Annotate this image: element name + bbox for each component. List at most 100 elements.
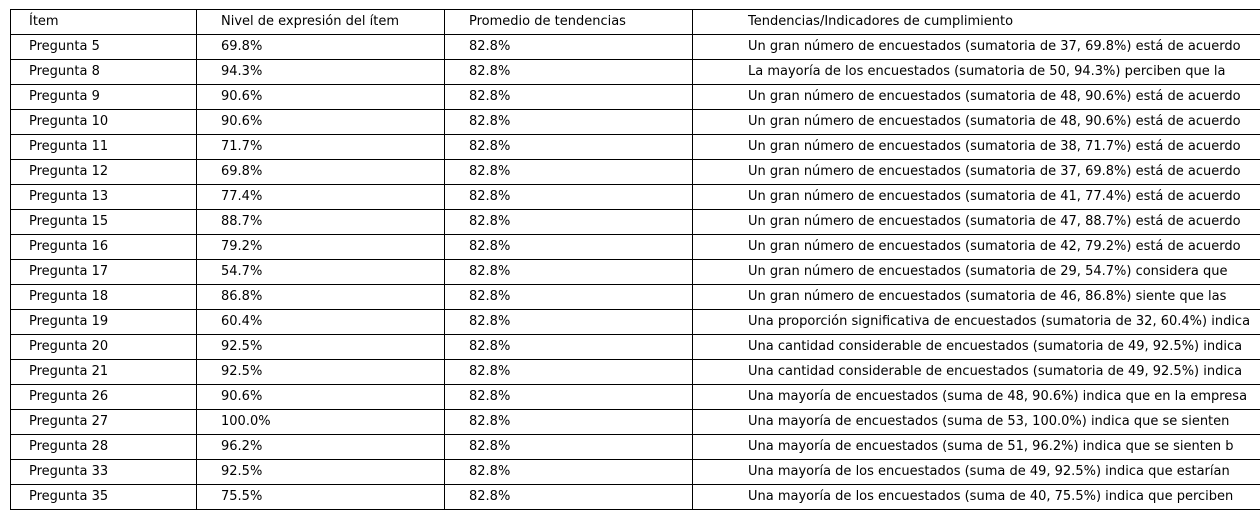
cell-item: Pregunta 15	[10, 209, 197, 235]
table-row: Pregunta 17 54.7% 82.8% Un gran número de e…	[10, 259, 1260, 285]
cell-average-trend: 82.8%	[444, 234, 693, 260]
table-header-row: Ítem Nivel de expresión del ítem Promedi…	[10, 9, 1260, 35]
table-row: Pregunta 13 77.4% 82.8% Un gran número de e…	[10, 184, 1260, 210]
cell-expression-level: 88.7%	[196, 209, 445, 235]
cell-trend-indicator: Un gran número de encuestados (sumatoria…	[692, 284, 1260, 310]
cell-average-trend: 82.8%	[444, 159, 693, 185]
cell-item: Pregunta 5	[10, 34, 197, 60]
table-row: Pregunta 12 69.8% 82.8% Un gran número de e…	[10, 159, 1260, 185]
cell-average-trend: 82.8%	[444, 59, 693, 85]
cell-expression-level: 54.7%	[196, 259, 445, 285]
cell-trend-indicator: Un gran número de encuestados (sumatoria…	[692, 234, 1260, 260]
cell-average-trend: 82.8%	[444, 284, 693, 310]
cell-item: Pregunta 13	[10, 184, 197, 210]
table-row: Pregunta 10 90.6% 82.8% Un gran número de e…	[10, 109, 1260, 135]
cell-trend-indicator: Una mayoría de encuestados (suma de 48, …	[692, 384, 1260, 410]
cell-item: Pregunta 28	[10, 434, 197, 460]
header-item: Ítem	[10, 9, 197, 35]
cell-item: Pregunta 33	[10, 459, 197, 485]
cell-trend-indicator: La mayoría de los encuestados (sumatoria…	[692, 59, 1260, 85]
cell-average-trend: 82.8%	[444, 84, 693, 110]
table-row: Pregunta 33 92.5% 82.8% Una mayoría de los …	[10, 459, 1260, 485]
header-trend-indicators: Tendencias/Indicadores de cumplimiento	[692, 9, 1260, 35]
table-row: Pregunta 27 100.0% 82.8% Una mayoría de enc…	[10, 409, 1260, 435]
cell-expression-level: 75.5%	[196, 484, 445, 510]
cell-expression-level: 100.0%	[196, 409, 445, 435]
table-row: Pregunta 9 90.6% 82.8% Un gran número de en…	[10, 84, 1260, 110]
cell-trend-indicator: Un gran número de encuestados (sumatoria…	[692, 159, 1260, 185]
cell-average-trend: 82.8%	[444, 484, 693, 510]
cell-trend-indicator: Una mayoría de los encuestados (suma de …	[692, 484, 1260, 510]
table-row: Pregunta 35 75.5% 82.8% Una mayoría de los …	[10, 484, 1260, 510]
cell-average-trend: 82.8%	[444, 384, 693, 410]
cell-average-trend: 82.8%	[444, 359, 693, 385]
cell-expression-level: 79.2%	[196, 234, 445, 260]
table-body: Pregunta 5 69.8% 82.8% Un gran número de en…	[10, 34, 1260, 510]
cell-item: Pregunta 26	[10, 384, 197, 410]
cell-trend-indicator: Una cantidad considerable de encuestados…	[692, 334, 1260, 360]
table-row: Pregunta 16 79.2% 82.8% Un gran número de e…	[10, 234, 1260, 260]
cell-trend-indicator: Un gran número de encuestados (sumatoria…	[692, 209, 1260, 235]
cell-average-trend: 82.8%	[444, 409, 693, 435]
cell-average-trend: 82.8%	[444, 434, 693, 460]
cell-item: Pregunta 10	[10, 109, 197, 135]
cell-expression-level: 69.8%	[196, 34, 445, 60]
cell-trend-indicator: Un gran número de encuestados (sumatoria…	[692, 84, 1260, 110]
cell-item: Pregunta 18	[10, 284, 197, 310]
cell-average-trend: 82.8%	[444, 459, 693, 485]
results-table: Ítem Nivel de expresión del ítem Promedi…	[10, 9, 1260, 510]
cell-average-trend: 82.8%	[444, 209, 693, 235]
table-row: Pregunta 21 92.5% 82.8% Una cantidad consid…	[10, 359, 1260, 385]
cell-average-trend: 82.8%	[444, 34, 693, 60]
cell-item: Pregunta 27	[10, 409, 197, 435]
cell-average-trend: 82.8%	[444, 109, 693, 135]
cell-trend-indicator: Un gran número de encuestados (sumatoria…	[692, 134, 1260, 160]
cell-item: Pregunta 16	[10, 234, 197, 260]
table-row: Pregunta 20 92.5% 82.8% Una cantidad consid…	[10, 334, 1260, 360]
cell-item: Pregunta 9	[10, 84, 197, 110]
cell-trend-indicator: Un gran número de encuestados (sumatoria…	[692, 34, 1260, 60]
cell-expression-level: 90.6%	[196, 109, 445, 135]
cell-expression-level: 92.5%	[196, 334, 445, 360]
cell-item: Pregunta 17	[10, 259, 197, 285]
table-row: Pregunta 11 71.7% 82.8% Un gran número de e…	[10, 134, 1260, 160]
cell-trend-indicator: Una proporción significativa de encuesta…	[692, 309, 1260, 335]
table-row: Pregunta 26 90.6% 82.8% Una mayoría de encu…	[10, 384, 1260, 410]
cell-expression-level: 69.8%	[196, 159, 445, 185]
cell-expression-level: 96.2%	[196, 434, 445, 460]
cell-trend-indicator: Una mayoría de encuestados (suma de 53, …	[692, 409, 1260, 435]
cell-average-trend: 82.8%	[444, 184, 693, 210]
table-row: Pregunta 5 69.8% 82.8% Un gran número de en…	[10, 34, 1260, 60]
cell-average-trend: 82.8%	[444, 259, 693, 285]
table-row: Pregunta 19 60.4% 82.8% Una proporción sign…	[10, 309, 1260, 335]
cell-average-trend: 82.8%	[444, 334, 693, 360]
cell-expression-level: 77.4%	[196, 184, 445, 210]
header-average-trend: Promedio de tendencias	[444, 9, 693, 35]
cell-item: Pregunta 19	[10, 309, 197, 335]
table-row: Pregunta 8 94.3% 82.8% La mayoría de los en…	[10, 59, 1260, 85]
cell-item: Pregunta 21	[10, 359, 197, 385]
cell-trend-indicator: Un gran número de encuestados (sumatoria…	[692, 184, 1260, 210]
cell-expression-level: 90.6%	[196, 84, 445, 110]
cell-item: Pregunta 12	[10, 159, 197, 185]
cell-average-trend: 82.8%	[444, 134, 693, 160]
cell-trend-indicator: Un gran número de encuestados (sumatoria…	[692, 109, 1260, 135]
cell-expression-level: 86.8%	[196, 284, 445, 310]
cell-expression-level: 60.4%	[196, 309, 445, 335]
cell-expression-level: 94.3%	[196, 59, 445, 85]
cell-item: Pregunta 11	[10, 134, 197, 160]
table-row: Pregunta 18 86.8% 82.8% Un gran número de e…	[10, 284, 1260, 310]
cell-trend-indicator: Una mayoría de encuestados (suma de 51, …	[692, 434, 1260, 460]
cell-trend-indicator: Un gran número de encuestados (sumatoria…	[692, 259, 1260, 285]
cell-item: Pregunta 20	[10, 334, 197, 360]
cell-expression-level: 90.6%	[196, 384, 445, 410]
cell-item: Pregunta 8	[10, 59, 197, 85]
cell-expression-level: 92.5%	[196, 359, 445, 385]
cell-expression-level: 71.7%	[196, 134, 445, 160]
cell-expression-level: 92.5%	[196, 459, 445, 485]
table-row: Pregunta 28 96.2% 82.8% Una mayoría de encu…	[10, 434, 1260, 460]
table-container: Ítem Nivel de expresión del ítem Promedi…	[10, 9, 1260, 510]
header-expression-level: Nivel de expresión del ítem	[196, 9, 445, 35]
cell-trend-indicator: Una mayoría de los encuestados (suma de …	[692, 459, 1260, 485]
table-row: Pregunta 15 88.7% 82.8% Un gran número de e…	[10, 209, 1260, 235]
